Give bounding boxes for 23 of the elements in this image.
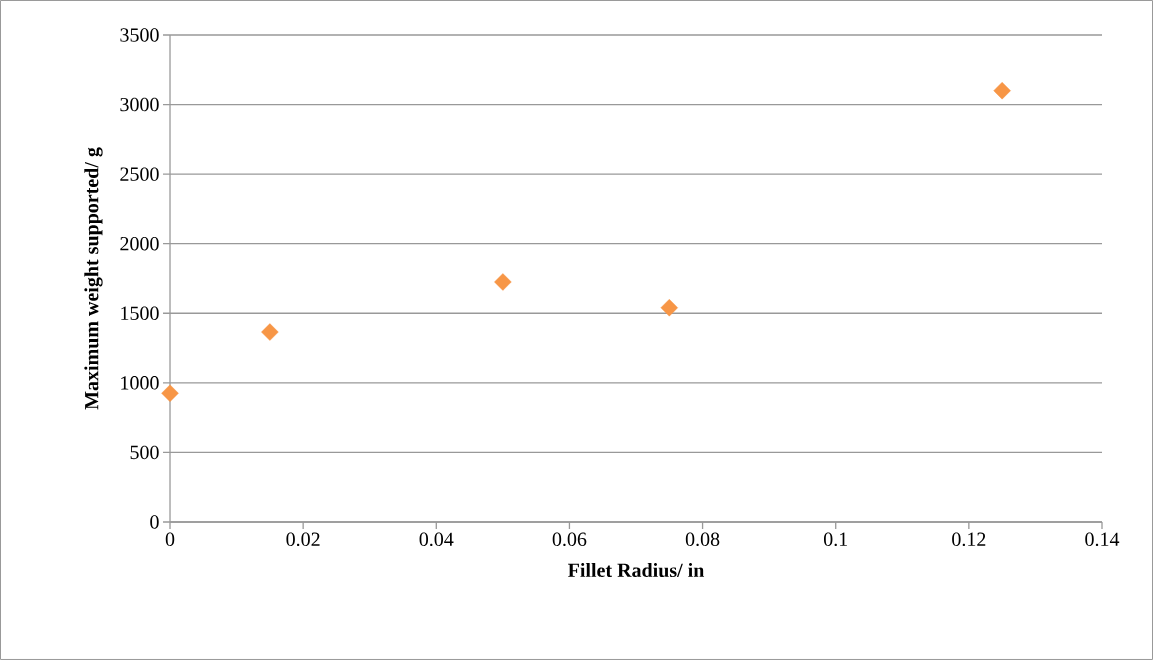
y-tick-label: 3500: [120, 28, 159, 42]
y-tick-label: 1500: [121, 306, 159, 321]
y-tick-label: 500: [130, 445, 159, 460]
x-tick-label: 0.02: [286, 532, 320, 547]
y-tick-label: 1000: [121, 376, 159, 390]
x-tick-label: 0.1: [823, 532, 848, 547]
y-tick-label: 0: [150, 515, 159, 529]
x-tick-label: 0: [165, 532, 175, 547]
x-tick-label: 0.06: [552, 532, 587, 547]
y-tick-label: 2500: [120, 167, 159, 181]
point: [494, 273, 512, 291]
x-axis-title: Fillet Radius/ in: [568, 562, 705, 578]
point: [261, 323, 279, 341]
x-tick-label: 0.04: [419, 532, 454, 547]
x-tick-label: 0.12: [952, 532, 986, 547]
y-tick-label: 3000: [120, 97, 159, 112]
y-axis-title: Maximum weight supported/ g: [84, 147, 103, 410]
x-tick-label: 0.08: [685, 532, 720, 547]
x-tick-label: 0.14: [1085, 532, 1120, 547]
point: [660, 299, 678, 317]
point: [993, 81, 1011, 100]
point: [161, 384, 179, 402]
y-tick-label: 2000: [120, 236, 159, 251]
